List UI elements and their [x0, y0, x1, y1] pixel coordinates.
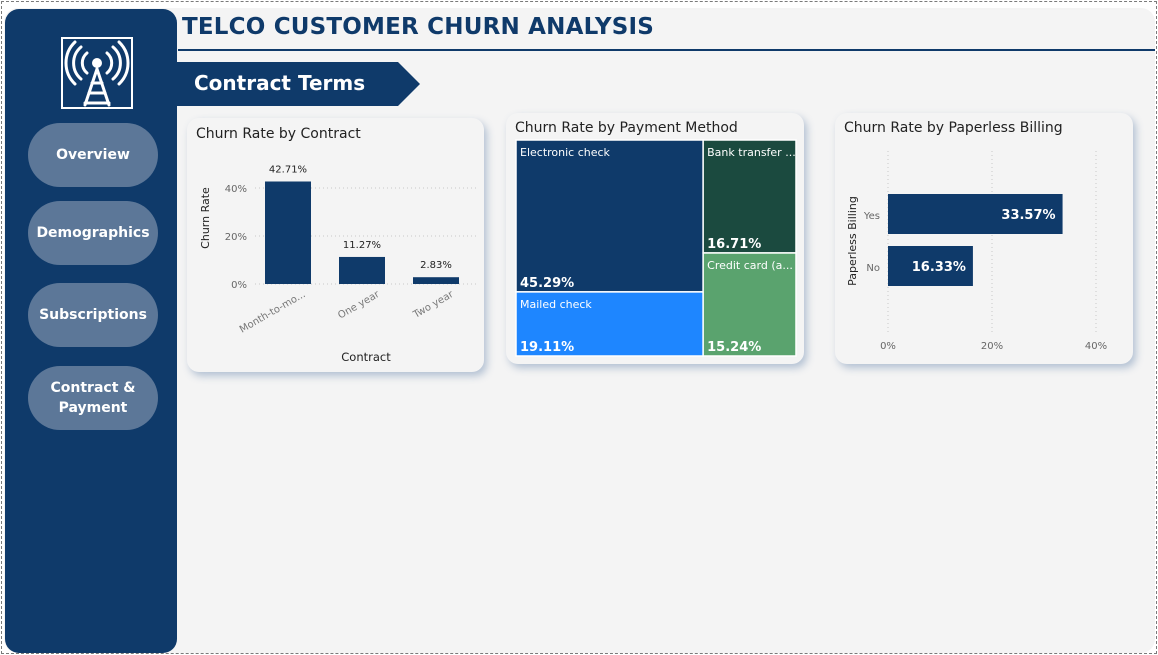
chart-title: Churn Rate by Paperless Billing	[844, 120, 1063, 136]
data-label: 11.27%	[343, 240, 381, 251]
bar	[413, 277, 459, 284]
bar	[888, 246, 973, 286]
payment-churn-treemap: Electronic check 45.29% Mailed check 19.11%…	[515, 139, 797, 357]
data-label: 33.57%	[1001, 208, 1055, 223]
data-label: 2.83%	[420, 260, 452, 271]
treemap-tile	[515, 139, 704, 293]
tile-category-label: Mailed check	[520, 298, 592, 311]
chart-title: Churn Rate by Payment Method	[515, 120, 738, 136]
treemap-tile	[702, 139, 797, 254]
y-tick-label: 40%	[225, 184, 247, 195]
x-tick-label: 0%	[880, 341, 896, 352]
section-banner: Contract Terms	[176, 62, 420, 106]
nav-button-overview[interactable]: Overview	[28, 123, 158, 187]
y-tick-label: No	[866, 263, 880, 274]
radio-tower-icon	[61, 37, 133, 109]
x-tick-label: Month-to-mo...	[238, 289, 308, 336]
payment-churn-card: Churn Rate by Payment Method Electronic …	[506, 113, 804, 364]
title-divider	[178, 49, 1155, 51]
contract-churn-card: Churn Rate by Contract 0% 20% 40% 42.71% Mon…	[187, 118, 484, 372]
nav-button-subscriptions[interactable]: Subscriptions	[28, 283, 158, 347]
x-tick-label: One year	[336, 289, 382, 322]
tile-value-label: 19.11%	[520, 340, 574, 355]
tile-value-label: 16.71%	[707, 237, 761, 252]
y-tick-label: Yes	[863, 211, 880, 222]
x-axis-title: Contract	[341, 350, 391, 364]
chart-title: Churn Rate by Contract	[196, 126, 361, 142]
y-tick-label: 20%	[225, 232, 247, 243]
section-title: Contract Terms	[194, 71, 366, 95]
paperless-churn-card: Churn Rate by Paperless Billing 0% 20% 40%…	[835, 113, 1133, 364]
tile-value-label: 45.29%	[520, 276, 574, 291]
nav-button-demographics[interactable]: Demographics	[28, 201, 158, 265]
x-tick-label: Two year	[411, 289, 456, 322]
tile-category-label: Electronic check	[520, 146, 611, 159]
page-title: TELCO CUSTOMER CHURN ANALYSIS	[182, 14, 655, 40]
x-tick-label: 40%	[1085, 341, 1107, 352]
contract-churn-chart: 0% 20% 40% 42.71% Month-to-mo... 11.27% One ye…	[199, 164, 477, 364]
y-tick-label: 0%	[231, 280, 247, 291]
treemap-tile	[515, 291, 704, 357]
data-label: 42.71%	[269, 164, 307, 175]
tile-category-label: Credit card (a...	[707, 259, 793, 272]
bar	[265, 181, 311, 284]
x-tick-label: 20%	[981, 341, 1003, 352]
tile-value-label: 15.24%	[707, 340, 761, 355]
nav-button-contract-payment[interactable]: Contract & Payment	[28, 366, 158, 430]
tile-category-label: Bank transfer ...	[707, 146, 796, 159]
y-axis-title: Paperless Billing	[846, 196, 859, 286]
data-label: 16.33%	[912, 260, 966, 275]
bar	[888, 194, 1063, 234]
paperless-churn-chart: 0% 20% 40% 33.57% Yes 16.33% No Paperless Billi…	[846, 151, 1107, 352]
y-axis-title: Churn Rate	[199, 187, 212, 249]
treemap-tile	[702, 252, 797, 357]
bar	[339, 256, 385, 284]
